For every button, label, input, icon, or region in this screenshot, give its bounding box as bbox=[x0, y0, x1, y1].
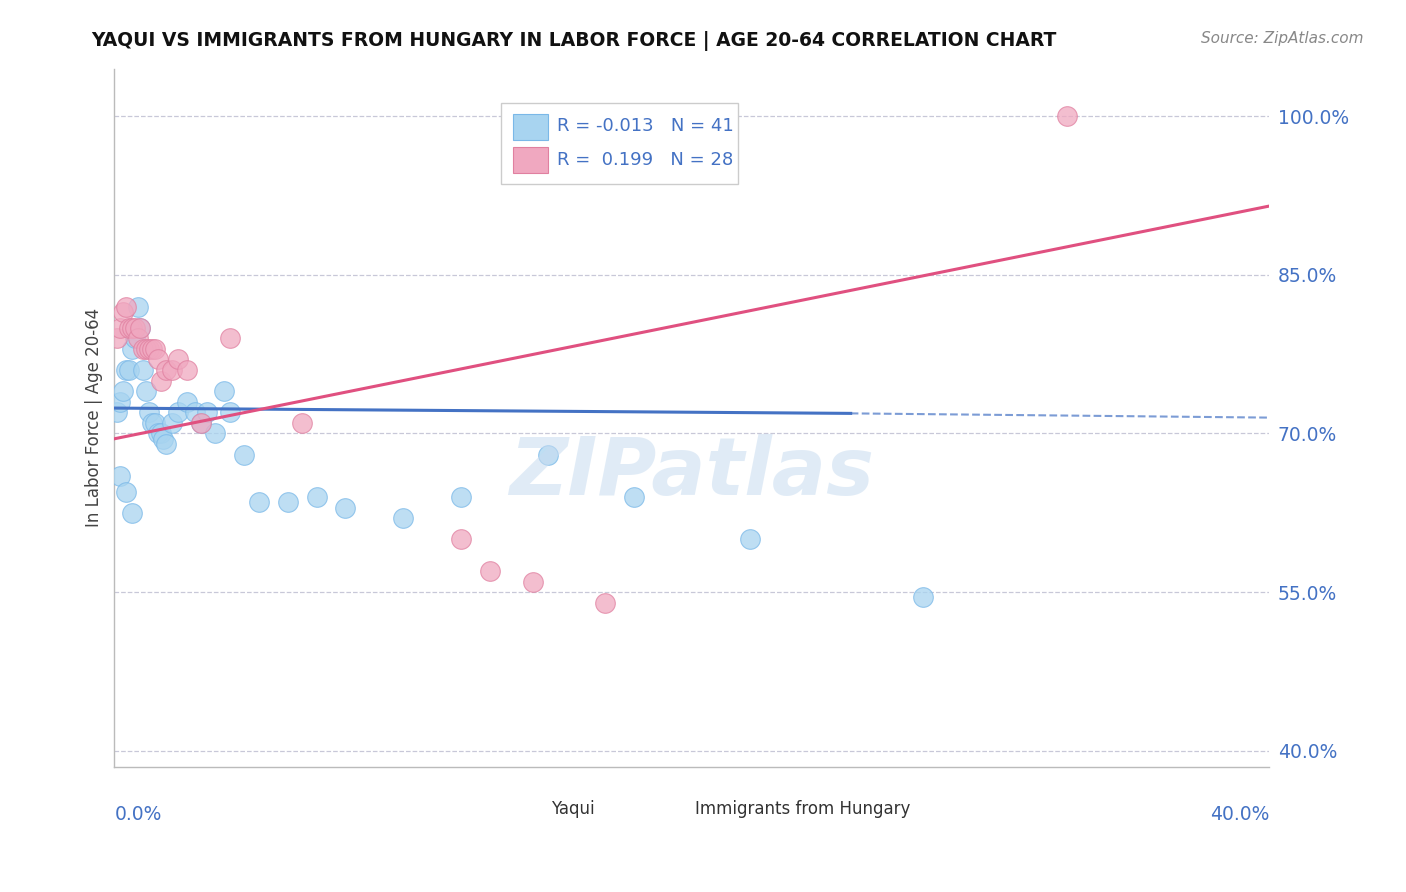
Point bbox=[277, 495, 299, 509]
Text: Yaqui: Yaqui bbox=[551, 800, 595, 818]
Point bbox=[522, 574, 544, 589]
Point bbox=[155, 437, 177, 451]
Point bbox=[121, 506, 143, 520]
Point bbox=[233, 448, 256, 462]
Point bbox=[115, 484, 138, 499]
Text: Immigrants from Hungary: Immigrants from Hungary bbox=[696, 800, 911, 818]
Bar bbox=[513, 114, 547, 140]
Point bbox=[184, 405, 207, 419]
Point bbox=[450, 490, 472, 504]
Point bbox=[623, 490, 645, 504]
Point bbox=[738, 533, 761, 547]
Point bbox=[195, 405, 218, 419]
Point bbox=[129, 320, 152, 334]
Point bbox=[108, 320, 131, 334]
Text: ZIPatlas: ZIPatlas bbox=[509, 434, 875, 513]
Text: R = -0.013   N = 41: R = -0.013 N = 41 bbox=[557, 118, 734, 136]
Point bbox=[135, 384, 157, 399]
Point bbox=[105, 405, 128, 419]
Point bbox=[141, 416, 163, 430]
Point bbox=[1056, 109, 1078, 123]
Bar bbox=[508, 799, 541, 819]
Point bbox=[132, 342, 155, 356]
Point bbox=[143, 416, 166, 430]
Text: 40.0%: 40.0% bbox=[1211, 805, 1270, 824]
Text: R =  0.199   N = 28: R = 0.199 N = 28 bbox=[557, 151, 733, 169]
Point bbox=[219, 331, 242, 345]
Point bbox=[478, 564, 501, 578]
Point bbox=[204, 426, 226, 441]
FancyBboxPatch shape bbox=[502, 103, 738, 184]
Point bbox=[121, 320, 143, 334]
Point bbox=[127, 300, 149, 314]
Point bbox=[392, 511, 415, 525]
Point bbox=[167, 352, 190, 367]
Point bbox=[138, 405, 160, 419]
Text: YAQUI VS IMMIGRANTS FROM HUNGARY IN LABOR FORCE | AGE 20-64 CORRELATION CHART: YAQUI VS IMMIGRANTS FROM HUNGARY IN LABO… bbox=[91, 31, 1057, 51]
Point bbox=[219, 405, 242, 419]
Point bbox=[176, 394, 198, 409]
Point bbox=[135, 342, 157, 356]
Point bbox=[247, 495, 270, 509]
Point bbox=[143, 342, 166, 356]
Point bbox=[160, 363, 183, 377]
Point bbox=[138, 342, 160, 356]
Point bbox=[152, 432, 174, 446]
Bar bbox=[513, 146, 547, 173]
Point bbox=[118, 320, 141, 334]
Point bbox=[450, 533, 472, 547]
Point bbox=[536, 448, 558, 462]
Point bbox=[160, 416, 183, 430]
Point bbox=[190, 416, 212, 430]
Point bbox=[176, 363, 198, 377]
Bar bbox=[651, 799, 686, 819]
Point bbox=[167, 405, 190, 419]
Point bbox=[149, 374, 172, 388]
Point bbox=[108, 468, 131, 483]
Point bbox=[149, 426, 172, 441]
Point bbox=[112, 384, 135, 399]
Point bbox=[112, 305, 135, 319]
Point bbox=[155, 363, 177, 377]
Point bbox=[335, 500, 357, 515]
Text: Source: ZipAtlas.com: Source: ZipAtlas.com bbox=[1201, 31, 1364, 46]
Point bbox=[115, 363, 138, 377]
Point bbox=[115, 300, 138, 314]
Point bbox=[190, 416, 212, 430]
Point bbox=[593, 596, 616, 610]
Point bbox=[141, 342, 163, 356]
Point bbox=[129, 320, 152, 334]
Point bbox=[305, 490, 328, 504]
Text: 0.0%: 0.0% bbox=[114, 805, 162, 824]
Point bbox=[146, 352, 169, 367]
Point bbox=[118, 363, 141, 377]
Point bbox=[127, 331, 149, 345]
Point bbox=[108, 394, 131, 409]
Point bbox=[124, 331, 146, 345]
Point bbox=[911, 591, 934, 605]
Point bbox=[212, 384, 235, 399]
Point bbox=[121, 342, 143, 356]
Point bbox=[132, 363, 155, 377]
Point bbox=[124, 320, 146, 334]
Point bbox=[146, 426, 169, 441]
Y-axis label: In Labor Force | Age 20-64: In Labor Force | Age 20-64 bbox=[86, 308, 103, 527]
Point bbox=[291, 416, 314, 430]
Point bbox=[105, 331, 128, 345]
